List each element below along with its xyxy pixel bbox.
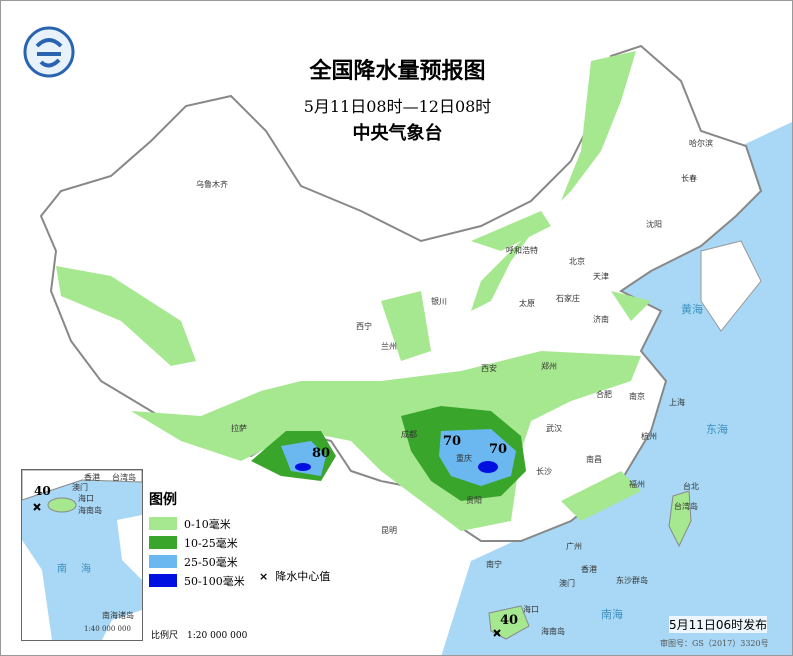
city-label: 乌鲁木齐 bbox=[196, 180, 228, 189]
city-label: 台北 bbox=[683, 482, 699, 491]
city-label: 石家庄 bbox=[556, 294, 580, 303]
legend-label: 0-10毫米 bbox=[184, 517, 231, 531]
city-label: 哈尔滨 bbox=[689, 139, 713, 148]
inset-label: 香港 bbox=[84, 473, 100, 482]
inset-label: 南海 bbox=[57, 564, 105, 575]
agency-name: 中央气象台 bbox=[352, 123, 443, 144]
legend-item: 25-50毫米 bbox=[149, 552, 245, 571]
city-label: 成都 bbox=[401, 430, 417, 439]
city-label: 郑州 bbox=[541, 362, 557, 371]
legend-swatch bbox=[149, 536, 177, 549]
inset-scale: 1:40 000 000 bbox=[84, 625, 131, 633]
city-label: 贵阳 bbox=[466, 496, 482, 505]
city-label: 西安 bbox=[481, 364, 497, 373]
rain-50-100 bbox=[295, 461, 498, 473]
legend-swatch bbox=[149, 555, 177, 568]
city-label: 长春 bbox=[681, 174, 697, 183]
sea-label: 黄海 bbox=[681, 303, 703, 316]
rain-center-value: 40 bbox=[500, 613, 519, 628]
sea-label: 东海 bbox=[706, 423, 728, 436]
city-label: 银川 bbox=[431, 297, 447, 306]
city-label: 福州 bbox=[629, 480, 645, 489]
city-label: 太原 bbox=[519, 299, 535, 308]
issued-time: 5月11日06时发布 bbox=[669, 616, 768, 633]
legend-swatch bbox=[149, 517, 177, 530]
legend-label: 10-25毫米 bbox=[184, 536, 238, 550]
city-label: 上海 bbox=[669, 398, 685, 407]
forecast-period: 5月11日08时—12日08时 bbox=[303, 97, 492, 116]
rain-0-10 bbox=[56, 51, 651, 531]
cross-icon: × bbox=[259, 570, 269, 583]
map-title: 全国降水量预报图 bbox=[309, 59, 486, 84]
approval-number: 审图号：GS（2017）3320号 bbox=[660, 639, 769, 648]
city-label: 西宁 bbox=[356, 322, 372, 331]
legend-rain-center: × 降水中心值 bbox=[259, 568, 330, 584]
city-label: 台湾岛 bbox=[674, 502, 698, 511]
city-label: 合肥 bbox=[596, 390, 612, 399]
rain-center-marker bbox=[493, 629, 501, 637]
rain-center-value: 80 bbox=[312, 446, 331, 461]
legend-label: 50-100毫米 bbox=[184, 574, 245, 588]
city-label: 南京 bbox=[629, 392, 645, 401]
city-label: 天津 bbox=[593, 272, 609, 281]
city-label: 澳门 bbox=[559, 579, 575, 588]
city-label: 呼和浩特 bbox=[506, 246, 538, 255]
inset-label: 海口 bbox=[78, 494, 94, 503]
legend: 图例 0-10毫米 10-25毫米 25-50毫米 50-100毫米 bbox=[149, 489, 245, 590]
taiwan-island bbox=[668, 490, 692, 548]
city-label: 济南 bbox=[593, 315, 609, 324]
inset-label: 海南岛 bbox=[78, 506, 102, 515]
cma-logo bbox=[23, 26, 75, 78]
city-label: 北京 bbox=[569, 257, 585, 266]
inset-label: 台湾岛 bbox=[112, 473, 136, 482]
city-label: 香港 bbox=[581, 565, 597, 574]
city-label: 武汉 bbox=[546, 424, 562, 433]
inset-label: 南海诸岛 bbox=[102, 611, 134, 620]
city-label: 广州 bbox=[566, 542, 582, 551]
rain-25-50 bbox=[281, 429, 516, 486]
city-label: 南宁 bbox=[486, 560, 502, 569]
legend-item: 10-25毫米 bbox=[149, 533, 245, 552]
city-label: 杭州 bbox=[641, 432, 657, 441]
city-label: 拉萨 bbox=[231, 424, 247, 433]
legend-label: 25-50毫米 bbox=[184, 555, 238, 569]
inset-label: 澳门 bbox=[72, 483, 88, 492]
city-label: 南昌 bbox=[586, 455, 602, 464]
city-label: 沈阳 bbox=[646, 220, 662, 229]
city-label: 长沙 bbox=[536, 467, 552, 476]
sea-label: 南海 bbox=[601, 608, 623, 621]
city-label: 重庆 bbox=[456, 454, 472, 463]
legend-swatch bbox=[149, 574, 177, 587]
rain-center-value: 70 bbox=[489, 442, 508, 457]
korea-japan-land bbox=[700, 240, 762, 332]
city-label: 昆明 bbox=[381, 526, 397, 535]
rain-center-value: 40 bbox=[34, 484, 51, 498]
map-scale: 比例尺 1:20 000 000 bbox=[151, 631, 248, 641]
legend-label: 降水中心值 bbox=[275, 570, 331, 583]
legend-item: 0-10毫米 bbox=[149, 514, 245, 533]
city-label: 海南岛 bbox=[541, 627, 565, 636]
city-label: 海口 bbox=[523, 605, 539, 614]
city-label: 东沙群岛 bbox=[616, 576, 648, 585]
rain-center-value: 70 bbox=[443, 434, 462, 449]
south-china-sea-inset: 香港 台湾岛 澳门 海口 海南岛 南海 南海诸岛 1:40 000 000 40 bbox=[21, 469, 143, 641]
legend-title: 图例 bbox=[149, 492, 177, 508]
legend-item: 50-100毫米 bbox=[149, 571, 245, 590]
city-label: 兰州 bbox=[381, 342, 397, 351]
